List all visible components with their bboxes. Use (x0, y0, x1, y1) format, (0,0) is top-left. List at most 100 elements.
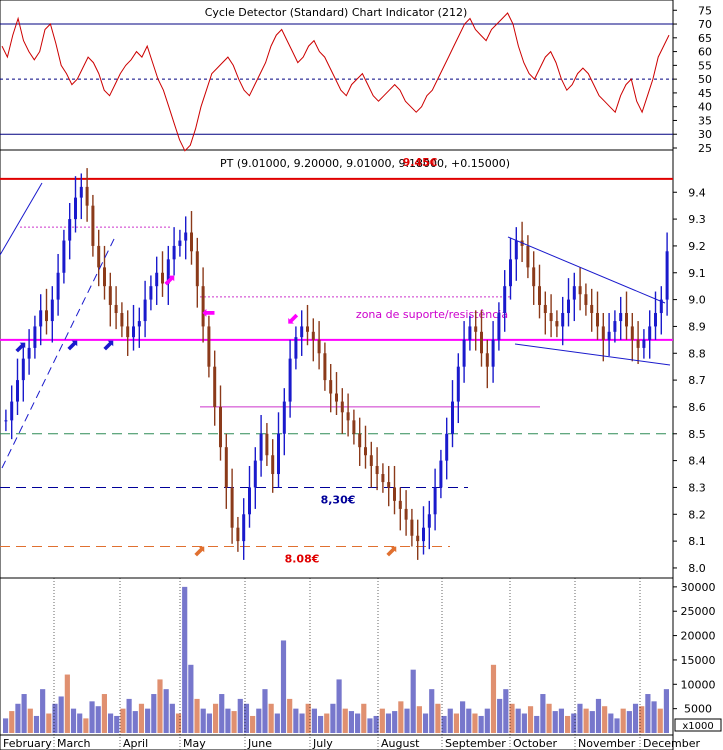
volume-bar (645, 694, 651, 733)
volume-bar (595, 698, 602, 733)
price-body (178, 240, 182, 246)
oscillator-panel (0, 0, 674, 151)
price-body (126, 326, 130, 338)
volume-bar (620, 708, 626, 733)
volume-bar (361, 703, 367, 733)
price-body (451, 401, 454, 434)
volume-bar (126, 698, 132, 733)
volume-bar (404, 708, 410, 733)
price-body (10, 401, 14, 421)
price-body (416, 535, 420, 542)
volume-bar (614, 718, 620, 733)
price-body (538, 286, 541, 305)
price-tick-label: 8.4 (688, 455, 706, 468)
price-body (253, 460, 257, 488)
volume-bar (540, 694, 546, 733)
volume-bar (583, 708, 589, 733)
price-body (219, 406, 222, 448)
volume-bar (324, 713, 330, 733)
volume-bar (268, 703, 274, 733)
volume-bar (534, 715, 540, 733)
volume-bar (385, 713, 392, 733)
hline-label: 8.08€ (285, 552, 320, 565)
price-body (97, 245, 101, 268)
volume-tick-label: 20000 (681, 630, 716, 643)
price-body (271, 455, 275, 475)
month-label: May (183, 737, 206, 750)
price-body (306, 326, 309, 332)
volume-layer (3, 586, 669, 733)
price-body (149, 286, 153, 300)
volume-bar (558, 708, 565, 733)
osc-tick-label: 40 (698, 101, 712, 114)
price-body (45, 310, 48, 322)
month-label: August (381, 737, 420, 750)
volume-bar (145, 708, 151, 733)
price-body (329, 380, 333, 394)
osc-tick-label: 35 (698, 114, 712, 127)
price-body (572, 286, 576, 300)
volume-bar (120, 708, 126, 733)
arrows: ⬈ ⬈ ⬈ ⬈ ⬅ ⬋ ⬈ ⬈ (14, 270, 398, 560)
volume-unit-label: x1000 (682, 721, 713, 732)
price-tick-label: 8.6 (688, 401, 706, 414)
arrow-up-icon: ⬈ (193, 541, 206, 560)
price-body (103, 267, 106, 287)
price-body (514, 240, 518, 260)
volume-bar (114, 715, 120, 733)
volume-bar (46, 713, 52, 733)
price-tick-label: 9.3 (688, 213, 706, 226)
price-body (578, 286, 582, 295)
price-body (27, 347, 31, 359)
price-body (172, 245, 176, 260)
volume-bar (58, 696, 64, 733)
price-body (619, 313, 623, 322)
volume-bar (509, 703, 515, 733)
price-body (433, 487, 437, 515)
volume-bar (194, 698, 200, 733)
price-body (636, 339, 640, 348)
volume-bar (379, 708, 385, 733)
volume-bar (317, 715, 324, 733)
price-body (213, 366, 217, 407)
osc-tick-label: 75 (698, 4, 712, 17)
wedge-lower (514, 343, 671, 366)
volume-bar (138, 703, 145, 733)
price-body (137, 321, 141, 327)
price-body (323, 353, 327, 381)
price-body (62, 240, 66, 273)
volume-bar (552, 711, 558, 733)
price-body (282, 401, 286, 434)
month-label: September (445, 737, 506, 750)
price-body (485, 353, 489, 367)
price-tick-label: 8.0 (688, 562, 706, 575)
volume-bar (9, 711, 15, 733)
volume-bar (3, 718, 9, 733)
hline-label: zona de suporte/resistência (356, 308, 508, 321)
price-body (132, 326, 135, 338)
month-label: December (643, 737, 701, 750)
arrow-up-icon: ⬈ (14, 337, 27, 356)
volume-bar (256, 708, 262, 733)
volume-bar (577, 703, 583, 733)
price-tick-label: 8.8 (688, 347, 706, 360)
price-body (91, 205, 95, 246)
volume-bar (466, 708, 472, 733)
price-body (230, 487, 234, 528)
price-body (445, 433, 449, 461)
arrow-up-icon: ⬈ (66, 335, 79, 354)
volume-bar (472, 713, 478, 733)
volume-bar (632, 703, 639, 733)
price-body (358, 433, 362, 448)
price-body (56, 272, 60, 300)
price-body (108, 286, 112, 305)
volume-bar (608, 713, 614, 733)
volume-bar (546, 703, 552, 733)
osc-tick-label: 65 (698, 32, 712, 45)
volume-bar (490, 664, 497, 733)
volume-bar (293, 708, 299, 733)
price-body (184, 232, 188, 241)
price-body (543, 304, 547, 314)
volume-bar (311, 708, 317, 733)
